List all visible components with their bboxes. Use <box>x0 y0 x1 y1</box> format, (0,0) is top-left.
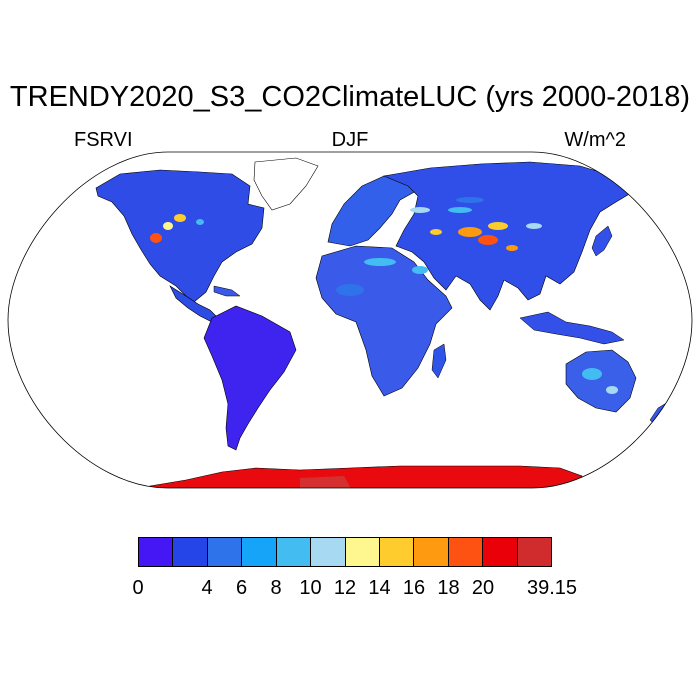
caribbean-islands <box>213 285 241 297</box>
japan <box>591 225 613 257</box>
north-america <box>95 169 265 303</box>
map-outline <box>7 151 693 489</box>
colorbar-labels: 0 4 6 8 10 12 14 16 18 20 39.15 <box>0 576 700 600</box>
south-america <box>203 305 297 451</box>
colorbar-tick-label: 4 <box>201 577 213 599</box>
colorbar-box <box>517 538 552 566</box>
colorbar-tick-label: 14 <box>368 577 391 599</box>
antarctica-peak-region <box>300 476 352 488</box>
africa <box>315 245 453 397</box>
colorbar-box <box>173 538 208 566</box>
season-label: DJF <box>331 129 369 151</box>
colorbar-tick-label: 18 <box>437 577 460 599</box>
colorbar-box <box>242 538 277 566</box>
colorbar-tick-label: 6 <box>235 577 248 599</box>
variable-label: FSRVI <box>74 129 133 151</box>
colorbar-tick-label: 10 <box>299 577 322 599</box>
land-masses <box>95 157 669 488</box>
units-label: W/m^2 <box>564 129 626 151</box>
madagascar <box>431 343 447 379</box>
colorbar-tick-label: 0 <box>132 577 144 599</box>
high-flux-hotspots <box>150 197 618 394</box>
greenland <box>253 157 319 211</box>
colorbar-box <box>345 538 380 566</box>
colorbar-tick-label: 12 <box>333 577 357 599</box>
map-title: TRENDY2020_S3_CO2ClimateLUC (yrs 2000-20… <box>9 81 691 113</box>
antarctica <box>148 465 583 488</box>
colorbar-box <box>379 538 415 566</box>
colorbar-tick-label: 16 <box>402 577 426 599</box>
colorbar-box <box>139 538 174 566</box>
colorbar-box <box>414 538 449 566</box>
southeast-asia-islands <box>519 311 625 345</box>
colorbar-tick-label: 20 <box>471 577 495 599</box>
colorbar <box>138 537 552 567</box>
colorbar-box <box>276 538 312 566</box>
colorbar-box <box>207 538 243 566</box>
colorbar-tick-label: 8 <box>270 577 282 599</box>
colorbar-tick-label: 39.15 <box>526 577 578 599</box>
australia <box>565 349 637 413</box>
colorbar-box <box>483 538 518 566</box>
colorbar-box <box>448 538 484 566</box>
colorbar-box <box>311 538 346 566</box>
